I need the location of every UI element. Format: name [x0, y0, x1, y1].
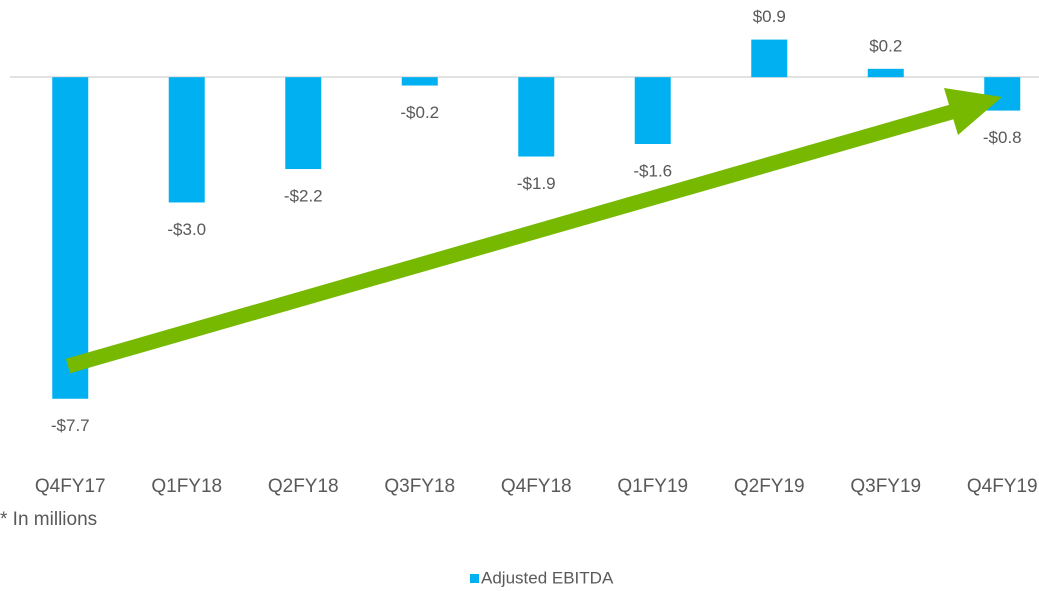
arrow-head: [944, 88, 1002, 135]
legend-label: Adjusted EBITDA: [481, 568, 614, 587]
data-label: -$1.6: [633, 161, 672, 180]
data-label: -$7.7: [51, 416, 90, 435]
data-label: -$0.8: [983, 128, 1022, 147]
arrow-shaft: [65, 103, 958, 374]
legend-swatch: [470, 574, 479, 583]
x-tick-label: Q2FY19: [734, 476, 805, 497]
bar: [285, 77, 322, 170]
data-label: -$0.2: [400, 103, 439, 122]
bar: [867, 68, 904, 78]
x-tick-label: Q4FY18: [501, 476, 572, 497]
bar: [518, 77, 555, 157]
trend-arrow: [65, 88, 1002, 374]
bar: [401, 77, 438, 86]
data-label: -$3.0: [167, 220, 206, 239]
bar: [52, 77, 89, 399]
bar: [168, 77, 205, 203]
data-label: -$1.9: [517, 174, 556, 193]
x-tick-label: Q2FY18: [268, 476, 339, 497]
x-tick-label: Q4FY19: [967, 476, 1038, 497]
data-label: $0.9: [753, 7, 786, 26]
data-label: -$2.2: [284, 187, 323, 206]
bars: [52, 39, 1021, 399]
x-tick-label: Q1FY19: [617, 476, 688, 497]
footnote: * In millions: [0, 509, 97, 530]
x-tick-label: Q3FY19: [850, 476, 921, 497]
bar: [634, 77, 671, 144]
x-tick-label: Q3FY18: [384, 476, 455, 497]
bar: [751, 39, 788, 78]
x-tick-label: Q1FY18: [151, 476, 222, 497]
x-tick-label: Q4FY17: [35, 476, 106, 497]
data-label: $0.2: [869, 36, 902, 55]
